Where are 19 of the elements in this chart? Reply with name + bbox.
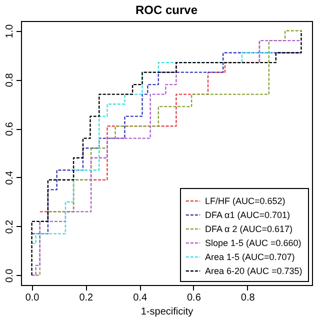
legend-label: LF/HF (AUC=0.652) bbox=[205, 196, 286, 206]
x-tick-label: 0.8 bbox=[240, 292, 256, 304]
legend-label: DFA α 2 (AUC=0.617) bbox=[205, 224, 292, 234]
y-tick-label: 0.0 bbox=[4, 268, 16, 283]
y-tick-label: 0.2 bbox=[4, 219, 16, 234]
x-tick-label: 0.4 bbox=[133, 292, 148, 304]
y-tick-label: 0.6 bbox=[4, 122, 16, 136]
legend-label: Area 1-5 (AUC=0.707) bbox=[205, 252, 295, 262]
x-tick-label: 0.6 bbox=[186, 292, 202, 304]
legend-label: Slope 1-5 (AUC =0.660) bbox=[205, 238, 302, 248]
y-tick-label: 0.4 bbox=[4, 170, 16, 185]
legend-label: Area 6-20 (AUC =0.735) bbox=[205, 266, 302, 276]
chart-title: ROC curve bbox=[135, 3, 198, 17]
x-axis-title: 1-specificity bbox=[140, 306, 194, 318]
legend-label: DFA α1 (AUC=0.701) bbox=[205, 210, 290, 220]
x-tick-label: 0.2 bbox=[79, 292, 94, 304]
x-tick-label: 0.0 bbox=[25, 292, 40, 304]
y-tick-label: 0.8 bbox=[4, 72, 16, 88]
y-tick-label: 1.0 bbox=[4, 24, 16, 38]
